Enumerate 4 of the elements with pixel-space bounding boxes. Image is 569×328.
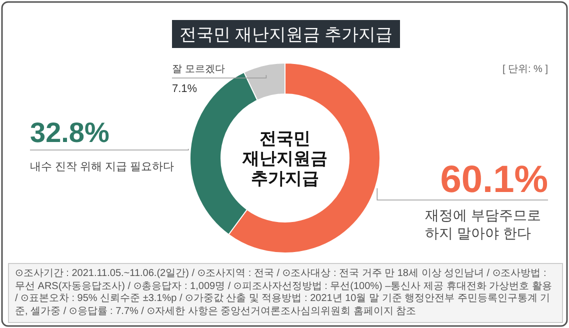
unit-note: [ 단위: % ] (502, 64, 548, 75)
title: 전국민 재난지원금 추가지급 (179, 25, 393, 44)
center-label: 전국민 재난지원금 추가지급 (242, 129, 328, 188)
footnote: ⊙조사기간 : 2021.11.05.~11.06.(2일간) / ⊙조사지역 : 전국 / ⊙조사대상 : 전국 거주 만 18세 이상 성인남녀 / ⊙조사방법 : 무선 ARS(자동응답조사) / ⊙총응답자 : 1,009명 / ⊙피조사자선정방법 : 무선(100%) –통신사 제공 휴대전화 가상번호 활용 / ⊙표본오차 : 95% 신뢰수준 ±3.1%p / ⊙가중값 산출 및 적용방법 : 2021년 10월 말 기준 행정안전부 주민등록인구통계 기준, 셀가중 / ⊙응답률 : 7.7% / ⊙자세한 사항은 중앙선거여론조사심의위원회 홈페이지 참조 (8, 263, 563, 323)
